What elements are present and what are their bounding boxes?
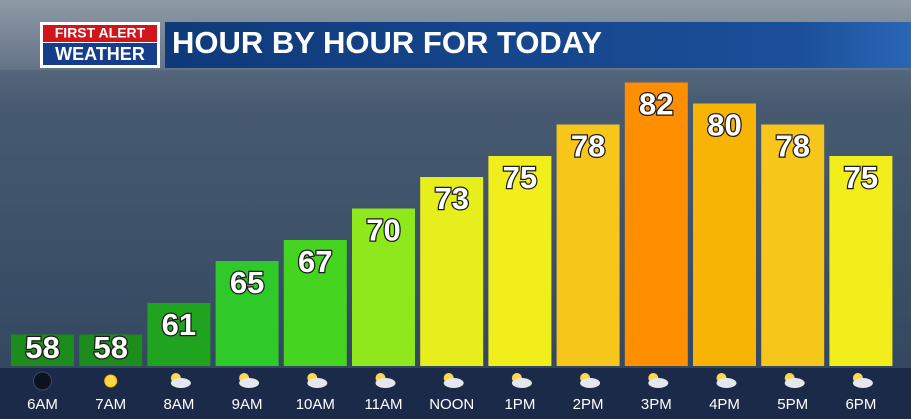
value-label: 70: [366, 213, 400, 248]
x-tick-label: 2PM: [573, 396, 604, 413]
bar: [11, 334, 74, 366]
x-tick-label: 9AM: [232, 396, 263, 413]
bar: [283, 240, 347, 366]
chart-title: HOUR BY HOUR FOR TODAY: [172, 25, 602, 60]
bar: [693, 103, 756, 366]
cloud-icon: [580, 378, 601, 388]
bar: [79, 334, 143, 366]
cloud-icon: [648, 378, 669, 388]
value-label: 58: [25, 330, 59, 365]
value-label: 75: [844, 160, 878, 195]
x-tick-label: 1PM: [504, 396, 535, 413]
bar: [624, 82, 688, 366]
value-label: 73: [434, 181, 468, 216]
bar: [352, 208, 415, 366]
x-tick-label: 10AM: [296, 396, 335, 413]
value-label: 67: [298, 244, 332, 279]
x-tick-label: 6AM: [27, 396, 58, 413]
moon-icon: [33, 371, 52, 391]
cloud-icon: [307, 378, 328, 388]
cloud-icon: [239, 378, 260, 388]
cloud-icon: [716, 378, 737, 388]
cloud-icon: [443, 378, 464, 388]
logo-line1: FIRST ALERT: [55, 25, 146, 41]
cloud-icon: [170, 378, 191, 388]
x-tick-label: 3PM: [641, 396, 672, 413]
sun-icon: [104, 374, 118, 388]
label-strip: [0, 368, 911, 419]
cloud-icon: [784, 378, 805, 388]
x-tick-label: 6PM: [845, 396, 876, 413]
logo-top: [43, 25, 157, 42]
header-bar: [165, 22, 911, 68]
x-tick-label: 5PM: [777, 396, 808, 413]
bar: [420, 177, 484, 366]
value-label: 61: [162, 307, 196, 342]
x-tick-label: 11AM: [364, 396, 402, 413]
x-tick-label: NOON: [429, 396, 474, 413]
x-tick-label: 7AM: [95, 396, 126, 413]
bar: [829, 156, 893, 366]
value-label: 78: [571, 129, 605, 164]
x-tick-label: 8AM: [163, 396, 194, 413]
bar: [488, 156, 552, 366]
value-label: 75: [503, 160, 537, 195]
x-tick-label: 4PM: [709, 396, 740, 413]
logo-bottom: [43, 43, 157, 65]
value-label: 80: [707, 108, 741, 143]
bar: [761, 124, 825, 366]
bar: [215, 261, 279, 366]
cloud-icon: [511, 378, 532, 388]
bar: [556, 124, 620, 366]
value-label: 65: [230, 265, 264, 300]
cloud-icon: [852, 378, 873, 388]
value-label: 58: [93, 330, 127, 365]
value-label: 82: [639, 87, 673, 122]
logo-line2: WEATHER: [55, 44, 145, 64]
cloud-icon: [375, 378, 396, 388]
value-label: 78: [775, 129, 809, 164]
bar: [147, 303, 211, 366]
